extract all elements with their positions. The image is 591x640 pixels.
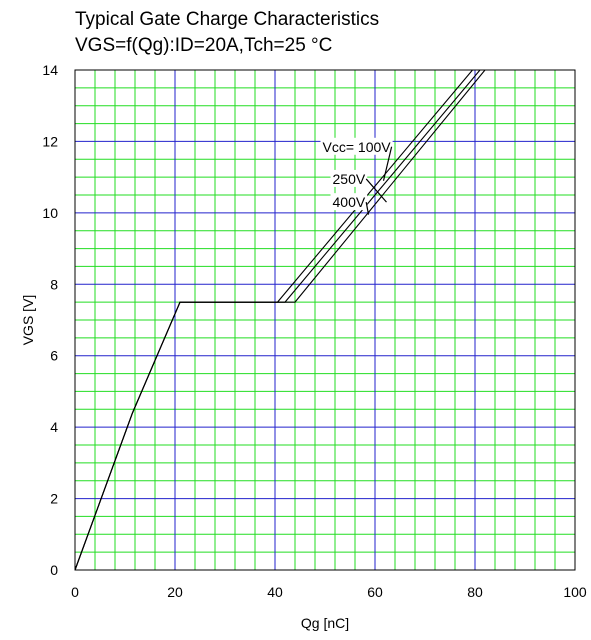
series-line-3 bbox=[74, 69, 486, 571]
x-tick-label: 20 bbox=[167, 584, 183, 600]
x-tick-label: 80 bbox=[467, 584, 483, 600]
leader-line-1 bbox=[382, 146, 393, 181]
x-tick-label: 60 bbox=[367, 584, 383, 600]
y-tick-label: 4 bbox=[50, 419, 58, 435]
series-label-background bbox=[330, 169, 368, 187]
series-label-background bbox=[320, 137, 393, 155]
y-tick-label: 2 bbox=[50, 491, 58, 507]
x-tick-label: 40 bbox=[267, 584, 283, 600]
chart-title: Typical Gate Charge Characteristics bbox=[75, 9, 379, 30]
annotations: Vcc= 100V 250V 400V bbox=[320, 137, 393, 215]
series-label-1: Vcc= 100V bbox=[323, 139, 392, 155]
y-axis-label: VGS [V] bbox=[20, 295, 36, 346]
chart-subtitle: VGS=f(Qg):ID=20A,Tch=25 °C bbox=[75, 35, 332, 56]
y-tick-label: 12 bbox=[42, 133, 58, 149]
x-axis-label: Qg [nC] bbox=[301, 615, 349, 631]
y-tick-label: 8 bbox=[50, 276, 58, 292]
x-tick-label: 100 bbox=[563, 584, 587, 600]
y-tick-label: 10 bbox=[42, 205, 58, 221]
y-tick-label: 0 bbox=[50, 562, 58, 578]
plot-frame bbox=[74, 69, 576, 571]
x-tick-label: 0 bbox=[71, 584, 79, 600]
series-label-background bbox=[330, 193, 368, 211]
series-label-3: 400V bbox=[333, 194, 366, 210]
series-lines bbox=[74, 69, 486, 571]
leader-line-3 bbox=[365, 202, 370, 215]
y-tick-label: 6 bbox=[50, 348, 58, 364]
y-tick-label: 14 bbox=[42, 62, 58, 78]
tick-labels: 0 20 40 60 80 100 0 2 4 6 8 10 12 14 bbox=[42, 62, 586, 600]
series-label-2: 250V bbox=[333, 171, 366, 187]
leader-line-2 bbox=[365, 178, 387, 203]
